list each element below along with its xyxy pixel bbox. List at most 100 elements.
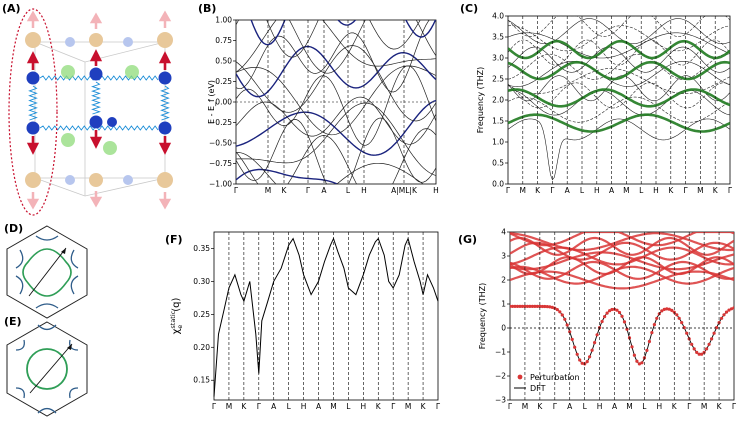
phonon-ytick-label: 0.0	[492, 180, 504, 189]
band-ytick-label: −0.25	[209, 118, 232, 127]
perturbation-point	[620, 314, 624, 318]
phonon-band	[508, 18, 730, 45]
perturbation-point	[593, 341, 597, 345]
perturbation-point	[637, 362, 642, 366]
phonon-ytick-label: 3.5	[492, 33, 504, 42]
perturbation-point	[560, 313, 564, 317]
phonon-xtick-label: K	[535, 186, 541, 195]
perturbation-point	[617, 310, 622, 315]
perturbation-band	[510, 270, 734, 290]
perturbation-point	[647, 339, 652, 344]
perturbation-point	[523, 304, 527, 308]
perturbation-point	[705, 347, 709, 351]
phonon-band	[508, 53, 730, 80]
susceptibility-xtick-label: A	[316, 402, 322, 411]
phonon-ytick-label: 4.0	[492, 12, 504, 21]
band-xtick-label: Γ	[306, 186, 311, 195]
phonon-xtick-label: H	[653, 186, 659, 195]
perturbation-point	[510, 304, 515, 308]
perturbation-point	[603, 315, 607, 319]
phonon-ytick-label: 2.5	[492, 75, 504, 84]
perturbation-point	[697, 352, 701, 356]
susceptibility-xtick-label: K	[241, 402, 247, 411]
susceptibility-xtick-label: H	[301, 402, 307, 411]
band-ytick-label: 0.25	[215, 77, 232, 86]
perturbation-point	[655, 316, 659, 320]
perturbation-xtick-label: A	[612, 402, 618, 411]
phonon-ylabel: Frequency (THZ)	[476, 67, 485, 134]
perturbation-ytick-label: −1	[495, 348, 506, 357]
band-ytick-label: 0.50	[215, 57, 232, 66]
perturbation-point	[595, 333, 599, 337]
phonon-xtick-label: M	[697, 186, 703, 195]
perturbation-xtick-label: H	[597, 402, 603, 411]
perturbation-xtick-label: Γ̄	[687, 402, 692, 411]
phonon-ytick-label: 0.5	[492, 159, 504, 168]
perturbation-point	[535, 304, 540, 308]
phonon-xtick-label: A	[565, 186, 571, 195]
susceptibility-ytick-label: 0.25	[193, 310, 210, 319]
perturbation-point	[525, 304, 530, 308]
perturbation-point	[715, 326, 719, 330]
perturbation-ytick-label: 3	[501, 252, 506, 261]
susceptibility-ylabel: χstatice(q)	[169, 298, 184, 335]
perturbation-point	[558, 310, 562, 314]
band-xtick-label: A	[321, 186, 327, 195]
perturbation-point	[555, 308, 559, 312]
perturbation-xtick-label: K	[672, 402, 678, 411]
perturbation-ytick-label: 0	[501, 324, 506, 333]
perturbation-point	[590, 348, 594, 352]
perturbation-xtick-label: K	[537, 402, 543, 411]
perturbation-point	[538, 304, 542, 308]
phonon-xtick-label: M	[623, 186, 629, 195]
band-ytick-label: 0.75	[215, 36, 232, 45]
susceptibility-xtick-label: Γ̄	[391, 402, 396, 411]
susceptibility-ytick-label: 0.30	[193, 277, 210, 286]
perturbation-point	[682, 326, 686, 330]
phonon-ytick-label: 1.5	[492, 117, 504, 126]
perturbation-band	[510, 232, 734, 252]
phonon-band	[508, 96, 730, 123]
band-line	[236, 117, 436, 184]
susceptibility-xtick-label: K	[376, 402, 382, 411]
perturbation-point	[610, 307, 614, 312]
perturbation-point	[652, 323, 657, 327]
phonon-xtick-label: Γ	[550, 186, 555, 195]
phonon-band	[508, 39, 730, 66]
crystal-structure-illustration	[8, 8, 173, 216]
phonon-xtick-label: M	[520, 186, 526, 195]
perturbation-point	[667, 307, 671, 311]
perturbation-point	[645, 348, 649, 352]
perturbation-point	[732, 306, 734, 310]
perturbation-band	[510, 236, 734, 256]
perturbation-xtick-label: Γ	[508, 402, 513, 411]
phonon-xtick-label: Γ	[506, 186, 511, 195]
band-xtick-label: H	[433, 186, 439, 195]
perturbation-xtick-label: A	[567, 402, 573, 411]
phonon-band-highlight	[508, 39, 730, 60]
perturbation-point	[720, 316, 724, 320]
perturbation-ytick-label: −2	[495, 372, 506, 381]
perturbation-band	[510, 232, 734, 247]
legend-marker-perturbation	[517, 374, 523, 380]
perturbation-ylabel: Frequency (THZ)	[478, 283, 487, 350]
band-line	[236, 128, 436, 184]
band-line	[236, 45, 436, 122]
perturbation-point	[724, 310, 729, 314]
perturbation-ytick-label: 1	[501, 300, 506, 309]
panel-label-e: (E)	[4, 315, 22, 328]
perturbation-point	[695, 350, 699, 354]
perturbation-ytick-label: 2	[501, 276, 506, 285]
perturbation-point	[625, 327, 629, 331]
perturbation-xtick-label: M	[626, 402, 632, 411]
phonon-band	[508, 61, 730, 87]
phonon-band	[508, 118, 730, 181]
perturbation-point	[640, 361, 644, 365]
perturbation-point	[515, 304, 520, 308]
band-line	[236, 20, 436, 74]
band-xtick-label: H	[361, 186, 367, 195]
band-line	[266, 20, 421, 58]
perturbation-point	[518, 304, 522, 308]
perturbation-point	[540, 304, 545, 309]
